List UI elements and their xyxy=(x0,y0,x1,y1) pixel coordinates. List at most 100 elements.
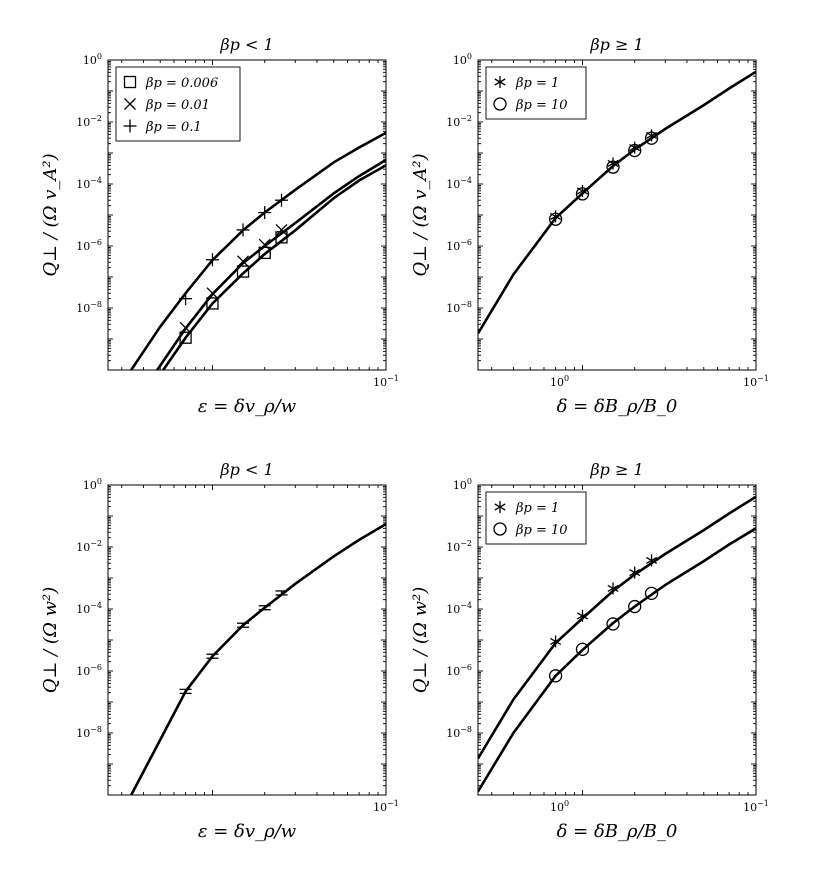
axes-frame xyxy=(107,484,387,796)
legend-marker-asterisk-stroke xyxy=(494,78,506,86)
legend-marker-square xyxy=(123,75,137,89)
legend-marker-x-stroke xyxy=(124,98,136,110)
legend-marker-circle xyxy=(493,522,507,536)
y-tick-label: 100 xyxy=(453,477,472,492)
data-point-errorbar xyxy=(258,605,271,611)
legend-marker-asterisk xyxy=(494,76,506,88)
fit-curve xyxy=(130,131,386,370)
data-point-asterisk xyxy=(550,635,562,648)
data-point-circle xyxy=(548,212,563,226)
data-point-errorbar xyxy=(237,622,250,628)
data-point-asterisk-stroke xyxy=(629,568,641,577)
y-tick-label: 10−4 xyxy=(76,176,102,191)
legend-entry-label: βp = 0.006 xyxy=(145,76,218,91)
data-point-square xyxy=(206,297,219,310)
legend-marker-asterisk xyxy=(494,501,506,513)
data-point-x-stroke xyxy=(206,287,219,300)
data-point-x xyxy=(258,238,271,251)
data-point-errorbar xyxy=(206,653,219,659)
data-point-asterisk xyxy=(607,582,619,595)
y-tick-label: 10−4 xyxy=(76,601,102,616)
y-tick-label: 10−6 xyxy=(76,238,102,253)
panel-bottom-left: 10−1 100 10−8 10−6 10−4 10−2 100 βp < 1 ε = δv_ρ… xyxy=(40,460,569,842)
y-tick-label: 10−2 xyxy=(76,114,102,129)
y-axis-label: Q⊥ / (Ω w²) xyxy=(410,587,431,694)
y-tick-label: 10−4 xyxy=(446,601,472,616)
data-point-x-stroke xyxy=(258,238,271,251)
y-tick-label: 10−8 xyxy=(76,300,102,315)
data-point-square xyxy=(236,265,250,278)
data-point-circle xyxy=(644,131,659,145)
data-point-x xyxy=(275,223,288,236)
data-point-asterisk-stroke xyxy=(646,556,658,564)
data-point-plus xyxy=(236,223,250,237)
y-axis-label: Q⊥ / (Ω v_A²) xyxy=(40,153,61,276)
y-tick-label: 10−4 xyxy=(446,176,472,191)
data-point-circle xyxy=(548,669,563,683)
data-point-circle xyxy=(606,617,620,631)
panel-title: βp < 1 xyxy=(219,35,273,54)
curves xyxy=(130,131,386,370)
y-tick-label: 10−2 xyxy=(76,539,102,554)
legend-marker-x xyxy=(124,98,136,110)
y-tick-label: 10−2 xyxy=(446,114,472,129)
legend-entry-label: βp = 1 xyxy=(515,76,559,91)
legend-entry-label: βp = 0.1 xyxy=(145,120,202,135)
axes-frame xyxy=(477,59,757,371)
data-point-asterisk xyxy=(576,609,588,622)
y-tick-label: 10−6 xyxy=(446,238,472,253)
data-point-circle xyxy=(575,642,590,656)
y-tick-label: 100 xyxy=(83,477,102,492)
y-tick-label: 10−8 xyxy=(446,300,472,315)
legend-marker-circle xyxy=(493,97,507,111)
data-point-asterisk-stroke xyxy=(607,159,619,168)
data-point-x-stroke xyxy=(275,223,288,236)
curves xyxy=(478,70,756,335)
data-point-circle xyxy=(606,160,620,174)
markers xyxy=(179,193,289,344)
panel-top-right: 10−1 100 10−8 10−6 10−4 10−2 100 βp ≥ 1 δ = δB_ρ… xyxy=(410,35,769,417)
data-point-plus xyxy=(179,292,193,306)
y-tick-label: 10−6 xyxy=(76,663,102,678)
y-tick-label: 10−8 xyxy=(446,725,472,740)
x-tick-label: 100 xyxy=(550,799,569,814)
x-axis-label: δ = δB_ρ/B_0 xyxy=(557,821,678,842)
panel-title: βp ≥ 1 xyxy=(589,460,643,479)
y-tick-label: 100 xyxy=(453,52,472,67)
y-axis-label: Q⊥ / (Ω w²) xyxy=(40,587,61,694)
axis-ticks xyxy=(108,484,387,796)
data-point-square xyxy=(275,231,288,244)
curves xyxy=(478,495,756,793)
legend-entry-label: βp = 0.01 xyxy=(145,98,210,113)
legend-entry-label: βp = 10 xyxy=(515,523,568,538)
x-tick-label: 100 xyxy=(550,374,569,389)
data-point-square xyxy=(179,331,192,344)
x-tick-label: 10−1 xyxy=(743,374,769,389)
data-point-errorbar xyxy=(275,590,288,596)
x-axis-label: ε = δv_ρ/w xyxy=(198,396,297,417)
data-point-x-stroke xyxy=(179,321,192,334)
x-tick-label: 10−1 xyxy=(373,799,399,814)
data-point-errorbar xyxy=(179,688,192,695)
data-point-circle xyxy=(628,599,642,614)
fit-curve xyxy=(162,164,386,370)
panel-title: βp ≥ 1 xyxy=(589,35,643,54)
legend-entry-label: βp = 10 xyxy=(515,98,568,113)
curves xyxy=(130,522,386,795)
legend: βp = 1 βp = 10 xyxy=(485,66,587,120)
data-point-circle xyxy=(644,586,659,600)
data-point-asterisk xyxy=(646,554,658,567)
data-point-asterisk-stroke xyxy=(607,584,619,593)
data-point-asterisk xyxy=(629,566,641,579)
fit-curve xyxy=(478,527,756,793)
legend: βp = 1 βp = 10 xyxy=(485,491,587,545)
y-tick-label: 10−6 xyxy=(446,663,472,678)
y-axis-label: Q⊥ / (Ω v_A²) xyxy=(410,153,431,276)
data-point-asterisk-stroke xyxy=(550,637,562,645)
markers xyxy=(548,129,659,226)
data-point-circle xyxy=(628,143,642,158)
axes-frame xyxy=(477,484,757,796)
legend-box xyxy=(115,66,241,142)
data-point-x xyxy=(179,321,192,334)
